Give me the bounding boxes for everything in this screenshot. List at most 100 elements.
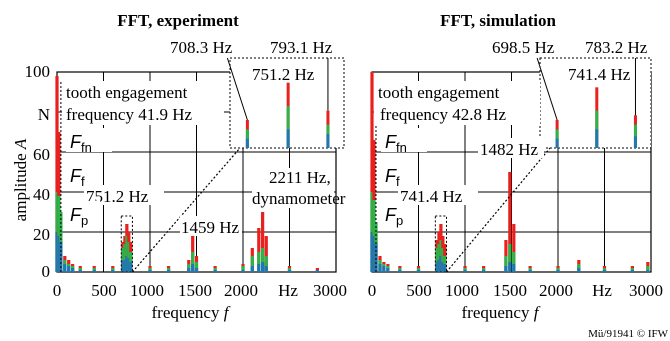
inset-label-right: 793.1 Hz <box>270 38 333 57</box>
inset-bar-ff <box>245 129 249 148</box>
bar-fp <box>437 260 441 272</box>
bar-fp <box>528 270 532 272</box>
inset-pointer <box>226 57 248 121</box>
plot-experiment <box>55 57 345 273</box>
bar-ff <box>441 248 445 272</box>
zoom-box <box>120 215 133 273</box>
x-tick-label: Hz <box>278 281 298 300</box>
x-axis-label-var: f <box>534 303 541 322</box>
annotation-bg <box>374 81 540 125</box>
chart-title-experiment: FFT, experiment <box>117 11 239 30</box>
bar-ff <box>504 256 508 272</box>
bar-fp <box>287 270 292 272</box>
bar-ffn <box>257 228 261 272</box>
y-tick-label: 20 <box>33 225 50 244</box>
bar-fp <box>241 270 245 272</box>
x-tick-label: 3000 <box>313 281 347 300</box>
bar-fp <box>250 266 254 272</box>
bar-fp <box>213 270 217 272</box>
bar-fp <box>439 256 443 272</box>
legend-bg <box>381 162 415 186</box>
annotation-peak-2: 1482 Hz <box>480 140 539 159</box>
bar-fp <box>435 262 439 272</box>
annotation-mesh-freq: frequency 41.9 Hz <box>66 105 192 124</box>
annotation-bg <box>252 168 334 208</box>
zoom-box <box>434 215 447 273</box>
y-tick-label: N <box>38 105 50 124</box>
bar-ff <box>127 242 131 272</box>
bar-fp <box>191 264 195 272</box>
bar-fp <box>129 262 133 272</box>
x-tick-label: 0 <box>368 281 377 300</box>
bar-fp <box>482 270 486 272</box>
bar-fp <box>386 268 390 272</box>
bar-fp <box>508 262 512 272</box>
bar-fp <box>646 270 650 272</box>
bar-fp <box>167 270 171 272</box>
bar-fp <box>63 264 67 272</box>
inset-label-center: 741.4 Hz <box>568 65 631 84</box>
x-axis-label-var: f <box>224 303 231 322</box>
inset-connector <box>446 147 551 273</box>
bar-ff <box>241 266 245 272</box>
bar-fp <box>556 270 560 272</box>
x-tick-label: 2000 <box>539 281 573 300</box>
bar-ffn <box>261 212 265 272</box>
legend-bg <box>66 201 100 225</box>
inset-label-right: 783.2 Hz <box>585 38 648 57</box>
inset-pointer <box>536 57 558 121</box>
x-tick-label: 1000 <box>445 281 479 300</box>
x-tick-labels-simulation: 0 500 1000 1500 2000 Hz 3000 <box>368 281 663 300</box>
x-tick-label: 1000 <box>130 281 164 300</box>
legend-bg <box>66 128 112 152</box>
annotation-mesh-freq: frequency 42.8 Hz <box>380 105 506 124</box>
inset-bar-fp <box>245 138 249 148</box>
x-axis-label-text: frequency <box>462 303 534 322</box>
bar-fp <box>577 268 581 272</box>
bar-fp <box>315 270 319 272</box>
annotations-experiment: tooth engagement frequency 41.9 Hz 751.2… <box>62 38 346 237</box>
y-axis-label-text: amplitude <box>11 149 30 221</box>
y-tick-label: 100 <box>25 62 51 81</box>
plot-simulation <box>370 57 652 273</box>
bar-fp <box>504 266 508 272</box>
inset-bar-ff <box>555 129 559 148</box>
annotation-peak-3b: dynamometer <box>252 189 346 208</box>
annotation-peak-main: 741.4 Hz <box>400 187 463 206</box>
bar-fp <box>443 264 447 272</box>
x-axis-label-experiment: frequency f <box>152 303 231 322</box>
x-axis-label-simulation: frequency f <box>462 303 541 322</box>
bar-fp <box>463 270 467 272</box>
annotation-peak-2: 1459 Hz <box>181 218 240 237</box>
bar-fp <box>382 266 386 272</box>
inset-bar-fp <box>633 136 637 148</box>
bar-fp <box>264 266 268 272</box>
annotation-mesh: tooth engagement <box>66 83 188 102</box>
bar-ffn <box>55 76 59 272</box>
inset-connector <box>131 147 241 273</box>
legend-bg <box>381 128 427 152</box>
annotation-bg <box>398 185 478 205</box>
bar-ff <box>125 236 129 272</box>
bar-ff <box>435 248 439 272</box>
inset-bar-fp <box>326 134 330 148</box>
legend-simulation: Ffn Ff Fp <box>381 128 427 228</box>
inset-label-left: 698.5 Hz <box>492 38 555 57</box>
inset-bar-fp <box>595 129 599 148</box>
bar-fp <box>148 270 152 272</box>
y-tick-label: 40 <box>33 185 50 204</box>
x-tick-label: 2000 <box>224 281 258 300</box>
bar-ff <box>250 256 254 272</box>
y-tick-label: 60 <box>33 145 50 164</box>
inset-bar-fp <box>555 138 559 148</box>
inset-bar-ff <box>286 106 290 148</box>
x-tick-label: 1500 <box>493 281 527 300</box>
y-tick-labels: 100 N 60 40 20 0 <box>25 62 51 281</box>
x-axis-label-text: frequency <box>152 303 224 322</box>
x-tick-label: 500 <box>91 281 117 300</box>
legend-bg <box>381 201 415 225</box>
annotation-bg <box>62 81 224 125</box>
bar-ff <box>123 244 127 272</box>
chart-title-simulation: FFT, simulation <box>440 11 556 30</box>
